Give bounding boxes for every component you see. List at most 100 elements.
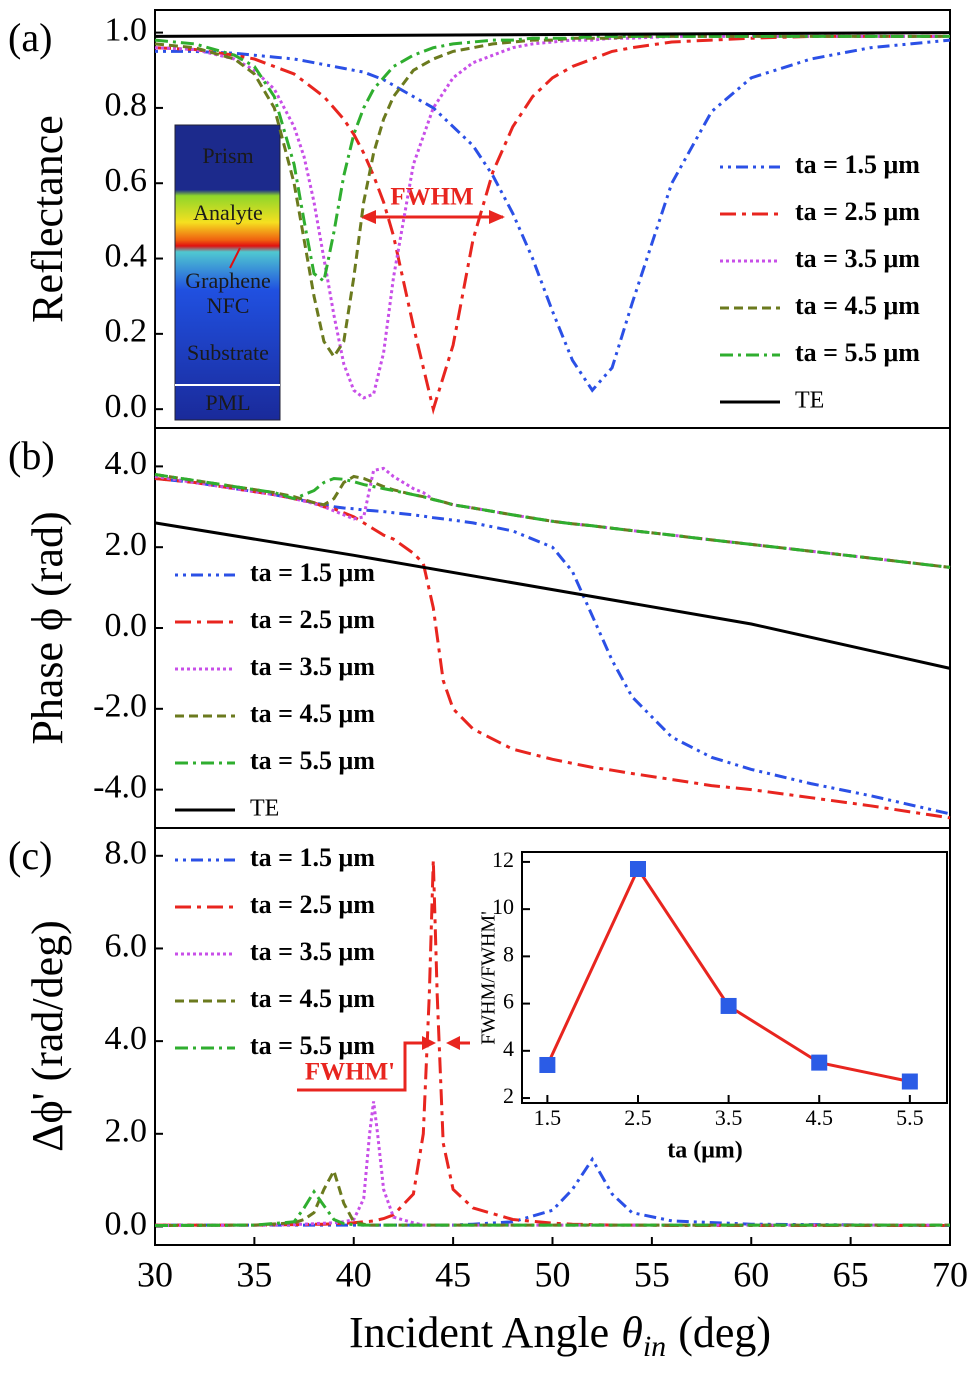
- y-axis-label: FWHM/FWHM': [478, 911, 500, 1045]
- legend-label: ta = 5.5 μm: [795, 338, 920, 367]
- marker: [901, 1073, 918, 1090]
- x-tick-label: 55: [634, 1254, 670, 1294]
- y-tick-label: 6.0: [105, 927, 148, 964]
- y-tick-label: 4.0: [105, 445, 148, 482]
- legend-label: TE: [795, 388, 824, 414]
- layer-label: Substrate: [187, 340, 269, 365]
- series-line: [154, 1188, 950, 1227]
- layer-stack: Prism Analyte Graphene NFC Substrate PML: [174, 124, 281, 421]
- arrow-head: [422, 1036, 436, 1050]
- fwhm-label: FWHM: [390, 184, 473, 211]
- legend-label: ta = 1.5 μm: [250, 843, 375, 872]
- y-tick-label: 8: [503, 941, 514, 966]
- fwhm-prime-label: FWHM': [305, 1059, 395, 1086]
- x-label-sub: in: [643, 1330, 666, 1363]
- y-axis-label: Reflectance: [23, 115, 72, 323]
- bracket: [297, 1041, 430, 1092]
- series-line: [154, 466, 951, 569]
- y-tick-label: 12: [492, 847, 514, 872]
- legend-label: ta = 3.5 μm: [250, 937, 375, 966]
- legend-label: ta = 2.5 μm: [250, 605, 375, 634]
- panel-label: (b): [8, 433, 55, 478]
- panel-label: (c): [8, 833, 52, 878]
- series-line: [154, 521, 951, 670]
- legend-label: ta = 4.5 μm: [795, 291, 920, 320]
- legend-label: ta = 3.5 μm: [250, 652, 375, 681]
- y-tick-label: 0.8: [105, 87, 148, 124]
- y-tick-label: 4: [503, 1036, 514, 1061]
- stack-pointer: [229, 247, 241, 269]
- x-tick-label: 5.5: [896, 1105, 924, 1130]
- series-line: [154, 31, 951, 38]
- x-tick-label: 2.5: [624, 1105, 652, 1130]
- legend-label: ta = 5.5 μm: [250, 746, 375, 775]
- x-label-symbol: θ: [621, 1308, 643, 1357]
- fwhm-prime-marker: FWHM': [297, 1036, 470, 1092]
- y-tick-label: 1.0: [105, 11, 148, 48]
- layer-label: Prism: [202, 143, 253, 168]
- y-tick-label: 2.0: [105, 1113, 148, 1150]
- layer-label: PML: [205, 390, 250, 415]
- series-line: [155, 38, 951, 393]
- x-axis-label: Incident Angle θin (deg): [349, 1308, 771, 1363]
- y-tick-label: 6: [503, 989, 514, 1014]
- x-tick-label: 50: [535, 1254, 571, 1294]
- marker: [720, 997, 737, 1014]
- x-tick-label: 1.5: [534, 1105, 562, 1130]
- arrow-head: [446, 1036, 460, 1050]
- series-line: [154, 34, 950, 360]
- x-label-unit: (deg): [678, 1308, 771, 1357]
- series-line: [155, 1156, 951, 1227]
- x-tick-label: 70: [932, 1254, 968, 1294]
- legend-label: ta = 3.5 μm: [795, 244, 920, 273]
- y-axis-label: Δϕ' (rad/deg): [23, 920, 72, 1152]
- x-label-text: Incident Angle: [349, 1308, 609, 1357]
- marker: [629, 861, 646, 878]
- arrow-head: [489, 210, 505, 224]
- legend-label: ta = 1.5 μm: [795, 150, 920, 179]
- y-tick-label: 0.0: [105, 607, 148, 644]
- legend-label: ta = 4.5 μm: [250, 699, 375, 728]
- y-tick-label: -4.0: [93, 768, 147, 805]
- panel-label: (a): [8, 15, 52, 60]
- y-axis-label: Phase ϕ (rad): [23, 511, 72, 744]
- layer-label: NFC: [207, 293, 250, 318]
- series-line: [154, 473, 951, 569]
- x-tick-label: 60: [733, 1254, 769, 1294]
- y-tick-label: 2.0: [105, 526, 148, 563]
- y-tick-label: 0.4: [105, 237, 148, 274]
- legend-label: ta = 5.5 μm: [250, 1031, 375, 1060]
- layer-label: Analyte: [193, 200, 263, 225]
- legend-label: TE: [250, 796, 279, 822]
- legend-label: ta = 2.5 μm: [250, 890, 375, 919]
- x-tick-label: 30: [137, 1254, 173, 1294]
- x-tick-label: 3.5: [715, 1105, 743, 1130]
- x-tick-label: 45: [435, 1254, 471, 1294]
- y-tick-label: 8.0: [105, 835, 148, 872]
- legend-label: ta = 1.5 μm: [250, 558, 375, 587]
- y-tick-label: 2: [503, 1083, 514, 1108]
- y-tick-label: 0.0: [105, 388, 148, 425]
- y-tick-label: 4.0: [105, 1020, 148, 1057]
- x-axis-label: ta (μm): [667, 1138, 743, 1164]
- legend-label: ta = 4.5 μm: [250, 984, 375, 1013]
- x-tick-label: 35: [236, 1254, 272, 1294]
- x-tick-label: 65: [833, 1254, 869, 1294]
- series-line: [154, 1167, 950, 1227]
- y-tick-label: 0.2: [105, 313, 148, 350]
- y-tick-label: 0.6: [105, 162, 148, 199]
- stack-box: [174, 124, 281, 421]
- inset-frame: [521, 851, 948, 1104]
- x-tick-label: 4.5: [805, 1105, 833, 1130]
- legend-label: ta = 2.5 μm: [795, 197, 920, 226]
- arrow-head: [360, 210, 376, 224]
- series-line: [154, 34, 950, 415]
- y-tick-label: -2.0: [93, 688, 147, 725]
- x-tick-label: 40: [336, 1254, 372, 1294]
- layer-label: Graphene: [185, 268, 271, 293]
- marker: [811, 1054, 828, 1071]
- marker: [539, 1056, 556, 1073]
- series-line: [154, 34, 950, 284]
